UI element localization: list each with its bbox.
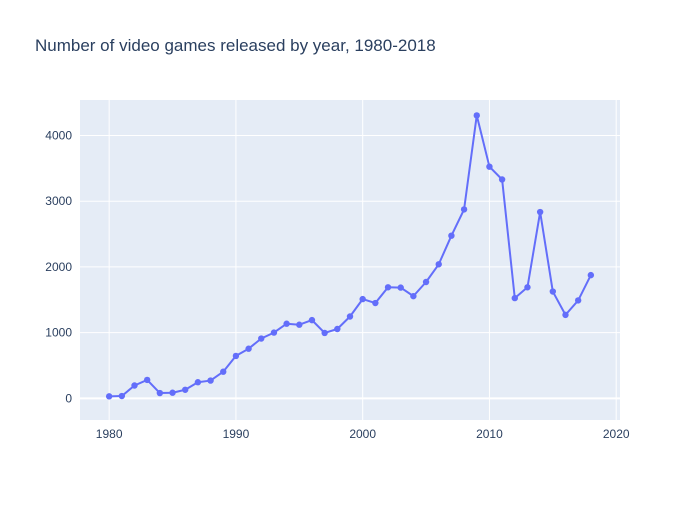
data-point	[308, 316, 316, 324]
data-point	[258, 335, 265, 342]
x-tick-label: 1990	[223, 427, 250, 441]
data-point	[194, 379, 202, 386]
y-tick-label: 4000	[45, 128, 72, 142]
data-point	[536, 208, 544, 216]
data-point	[524, 284, 531, 291]
data-point	[245, 345, 252, 352]
data-point	[207, 377, 214, 384]
data-point	[587, 271, 595, 279]
data-point	[410, 292, 417, 300]
data-point	[359, 295, 366, 303]
data-point	[283, 320, 290, 327]
x-tick-label: 1980	[96, 427, 123, 441]
data-point	[397, 284, 404, 291]
data-point	[460, 206, 468, 213]
data-point	[105, 393, 113, 400]
plot-area: 1980 1990 2000 2010 2020 0 1000 2000 3000 4000	[45, 100, 630, 441]
x-tick-label: 2010	[476, 427, 503, 441]
y-tick-label: 3000	[45, 194, 72, 208]
data-point	[182, 386, 189, 393]
data-point	[296, 321, 303, 328]
data-point	[549, 288, 557, 295]
data-point	[118, 392, 126, 400]
data-point	[232, 352, 240, 360]
y-tick-label: 0	[65, 391, 72, 405]
data-point	[346, 313, 354, 320]
data-point	[131, 382, 138, 389]
y-tick-label: 2000	[45, 260, 72, 274]
data-point	[334, 325, 341, 333]
x-tick-label: 2000	[349, 427, 376, 441]
data-point	[498, 176, 506, 183]
data-point	[574, 297, 582, 304]
chart-title: Number of video games released by year, …	[35, 36, 436, 55]
data-point	[435, 261, 442, 268]
data-point	[448, 232, 455, 239]
data-point	[220, 368, 227, 375]
x-tick-label: 2020	[603, 427, 630, 441]
data-point	[384, 284, 392, 291]
plot-background	[80, 100, 620, 420]
data-point	[321, 329, 328, 337]
data-point	[143, 376, 151, 384]
data-point	[372, 299, 379, 307]
data-point	[511, 294, 518, 302]
data-point	[562, 311, 569, 319]
data-point	[169, 389, 176, 396]
y-tick-label: 1000	[45, 326, 72, 340]
data-point	[422, 278, 430, 286]
data-point	[270, 329, 278, 336]
data-point	[156, 389, 164, 397]
data-point	[486, 163, 493, 170]
data-point	[473, 112, 480, 119]
